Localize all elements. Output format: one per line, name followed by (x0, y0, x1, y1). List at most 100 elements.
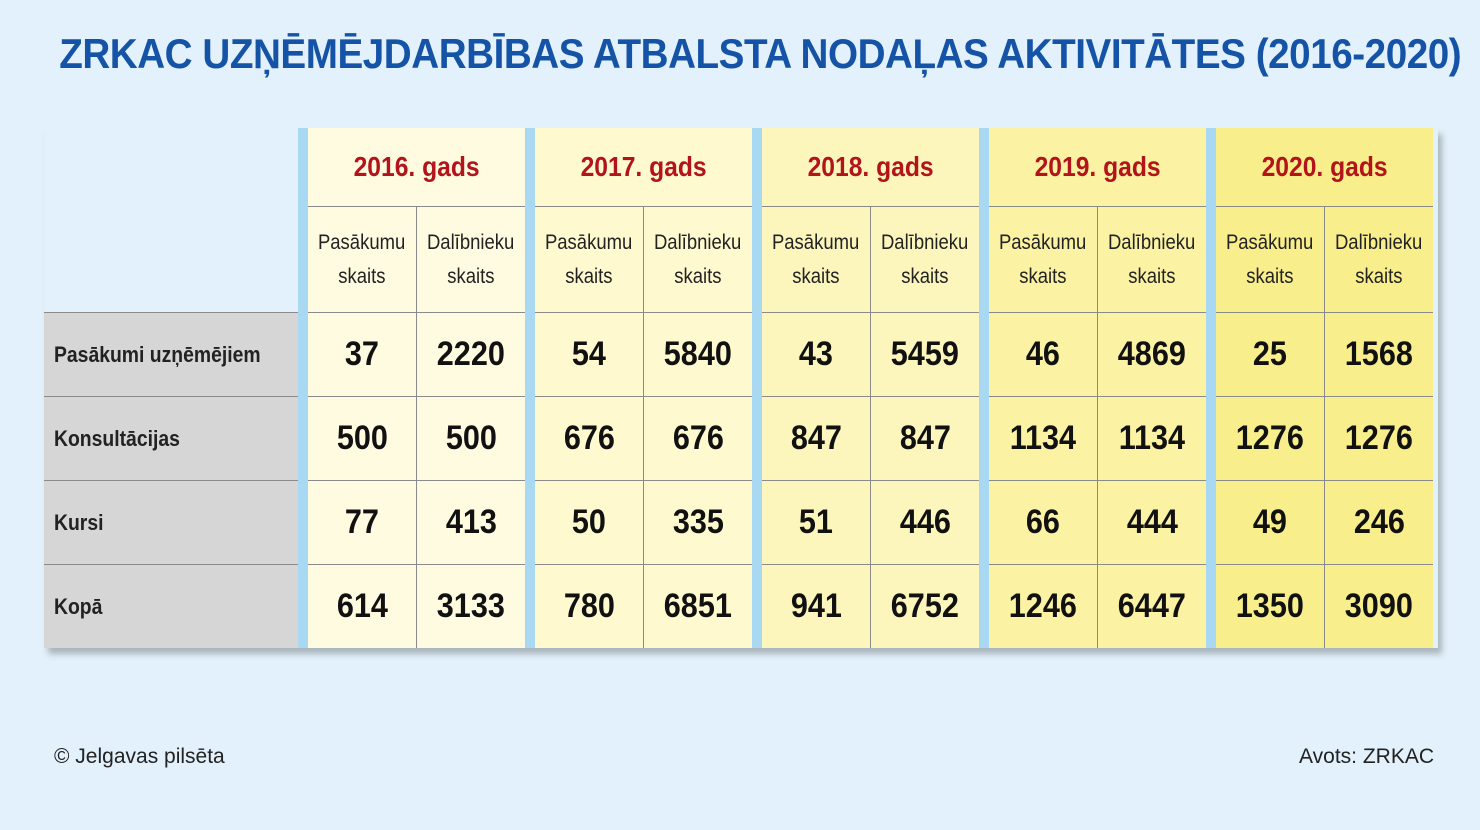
table-cell: 1276 (1324, 396, 1433, 480)
table-cell: 37 (308, 312, 416, 396)
activities-table: Pasākumi uzņēmējiem Konsultācijas Kursi Kop… (44, 128, 1438, 648)
table-cell: 1276 (1216, 396, 1324, 480)
table-cell: 1350 (1216, 564, 1324, 648)
cell-value: 847 (790, 419, 842, 457)
row-label-text: Kopā (54, 593, 103, 619)
year-heading: 2019. gads (989, 128, 1206, 206)
table-cell: 5459 (870, 312, 979, 396)
table-cell: 4869 (1097, 312, 1206, 396)
cell-value: 25 (1252, 335, 1288, 373)
subcolumn-heading-line: Pasākumu (545, 230, 633, 254)
cell-value: 4869 (1117, 335, 1187, 373)
table-cell: 1568 (1324, 312, 1433, 396)
column-separator (525, 128, 535, 648)
subcolumn-heading-line: skaits (565, 264, 613, 288)
subcolumn-heading: Pasākumu skaits (535, 206, 643, 312)
cell-value: 413 (445, 503, 497, 541)
table-cell: 676 (535, 396, 643, 480)
table-cell: 676 (643, 396, 752, 480)
subcolumn-heading-line: Pasākumu (318, 230, 406, 254)
subcolumn-heading: Pasākumu skaits (762, 206, 870, 312)
subcolumn-heading-line: skaits (1246, 264, 1294, 288)
table-cell: 1134 (989, 396, 1097, 480)
subcolumn-heading: Dalībnieku skaits (1097, 206, 1206, 312)
subcolumn-heading-line: skaits (338, 264, 386, 288)
subcolumn-heading-line: skaits (447, 264, 495, 288)
column-separator (752, 128, 762, 648)
year-heading: 2016. gads (308, 128, 525, 206)
subcolumn-heading-line: skaits (792, 264, 840, 288)
table-cell: 3090 (1324, 564, 1433, 648)
table-cell: 246 (1324, 480, 1433, 564)
subcolumn-heading-line: Dalībnieku (1335, 230, 1423, 254)
cell-value: 5840 (663, 335, 733, 373)
table-cell: 5840 (643, 312, 752, 396)
table-cell: 66 (989, 480, 1097, 564)
subcolumn-heading: Pasākumu skaits (308, 206, 416, 312)
cell-value: 335 (672, 503, 724, 541)
subcolumn-heading-line: skaits (674, 264, 722, 288)
cell-value: 1246 (1008, 587, 1078, 625)
subcolumn-heading-line: skaits (1128, 264, 1176, 288)
subcolumn-heading: Dalībnieku skaits (870, 206, 979, 312)
table-cell: 2220 (416, 312, 525, 396)
subcolumn-heading: Dalībnieku skaits (416, 206, 525, 312)
table-cell: 500 (416, 396, 525, 480)
year-heading-text: 2020. gads (1261, 151, 1388, 182)
row-label-text: Kursi (54, 509, 104, 535)
subcolumn-heading: Dalībnieku skaits (643, 206, 752, 312)
subcolumn-heading-line: skaits (901, 264, 949, 288)
table-cell: 335 (643, 480, 752, 564)
column-separator (1206, 128, 1216, 648)
row-label-text: Konsultācijas (54, 425, 180, 451)
table-cell: 941 (762, 564, 870, 648)
column-separator (298, 128, 308, 648)
cell-value: 500 (445, 419, 497, 457)
table-cell: 6447 (1097, 564, 1206, 648)
subcolumn-heading: Pasākumu skaits (989, 206, 1097, 312)
table-cell: 3133 (416, 564, 525, 648)
subcolumn-heading-line: Pasākumu (999, 230, 1087, 254)
subcolumn-heading: Pasākumu skaits (1216, 206, 1324, 312)
cell-value: 2220 (436, 335, 506, 373)
cell-value: 1276 (1344, 419, 1414, 457)
cell-value: 66 (1025, 503, 1061, 541)
table-cell: 847 (762, 396, 870, 480)
cell-value: 614 (336, 587, 388, 625)
cell-value: 1134 (1118, 419, 1186, 457)
source-text: Avots: ZRKAC (1299, 745, 1434, 768)
subcolumn-heading-line: Pasākumu (772, 230, 860, 254)
year-heading: 2020. gads (1216, 128, 1433, 206)
subcolumn-heading-line: skaits (1019, 264, 1067, 288)
table-cell: 49 (1216, 480, 1324, 564)
year-heading-text: 2019. gads (1034, 151, 1161, 182)
table-cell: 780 (535, 564, 643, 648)
cell-value: 6752 (890, 587, 960, 625)
table-cell: 6851 (643, 564, 752, 648)
subcolumn-heading-line: Dalībnieku (881, 230, 969, 254)
table-cell: 500 (308, 396, 416, 480)
cell-value: 847 (899, 419, 951, 457)
table-cell: 1134 (1097, 396, 1206, 480)
subcolumn-heading: Dalībnieku skaits (1324, 206, 1433, 312)
copyright-text: © Jelgavas pilsēta (54, 745, 225, 768)
cell-value: 1568 (1344, 335, 1414, 373)
table-cell: 444 (1097, 480, 1206, 564)
table-cell: 46 (989, 312, 1097, 396)
cell-value: 444 (1126, 503, 1178, 541)
cell-value: 446 (899, 503, 951, 541)
table-cell: 1246 (989, 564, 1097, 648)
table-cell: 25 (1216, 312, 1324, 396)
cell-value: 51 (798, 503, 834, 541)
cell-value: 50 (571, 503, 607, 541)
table-cell: 43 (762, 312, 870, 396)
row-label: Konsultācijas (44, 396, 298, 480)
table-cell: 614 (308, 564, 416, 648)
row-label: Kopā (44, 564, 298, 648)
cell-value: 780 (563, 587, 615, 625)
table-cell: 51 (762, 480, 870, 564)
cell-value: 46 (1025, 335, 1061, 373)
cell-value: 6447 (1117, 587, 1187, 625)
subcolumn-heading-line: Pasākumu (1226, 230, 1314, 254)
cell-value: 6851 (663, 587, 733, 625)
